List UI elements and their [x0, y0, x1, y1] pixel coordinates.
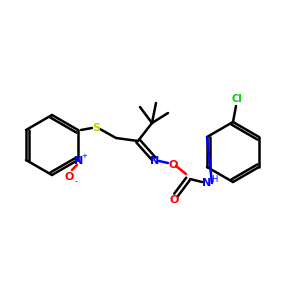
Text: N: N: [150, 156, 160, 166]
Text: H: H: [211, 175, 217, 184]
Text: Cl: Cl: [232, 94, 242, 104]
Text: -: -: [74, 178, 77, 187]
Text: S: S: [92, 123, 100, 133]
Text: N: N: [202, 178, 211, 188]
Text: O: O: [64, 172, 74, 182]
Text: O: O: [169, 195, 179, 205]
Text: N: N: [74, 156, 84, 166]
Text: O: O: [168, 160, 178, 170]
Text: +: +: [81, 153, 87, 159]
